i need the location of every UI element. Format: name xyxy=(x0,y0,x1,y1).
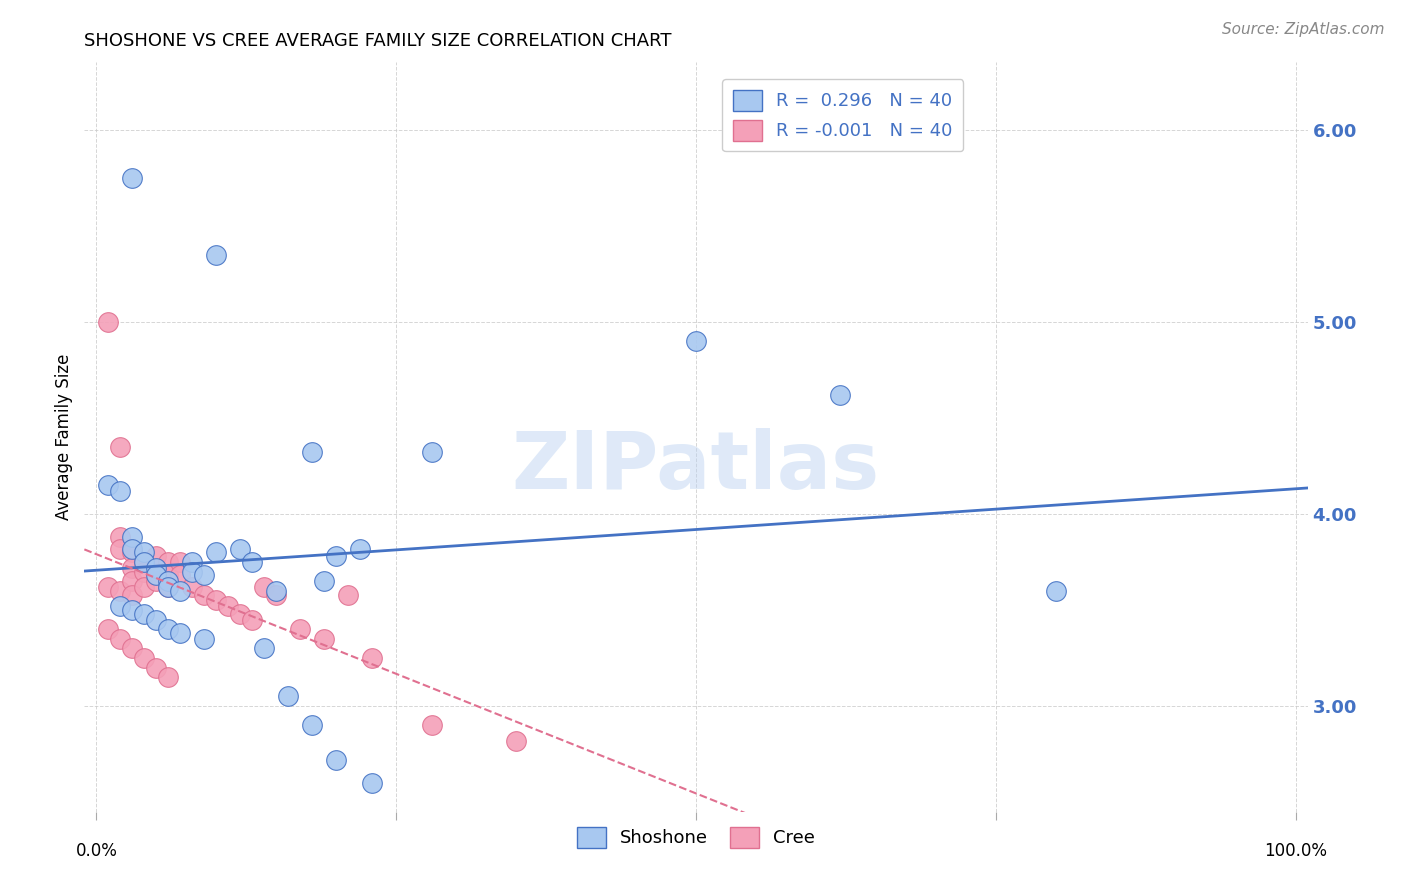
Point xyxy=(169,583,191,598)
Point xyxy=(157,574,180,589)
Text: 0.0%: 0.0% xyxy=(76,842,117,860)
Point xyxy=(121,170,143,185)
Point xyxy=(169,626,191,640)
Point xyxy=(97,580,120,594)
Point xyxy=(110,483,132,498)
Point xyxy=(277,690,299,704)
Point xyxy=(110,632,132,646)
Point xyxy=(110,541,132,556)
Point xyxy=(181,555,204,569)
Point xyxy=(314,632,336,646)
Point xyxy=(253,580,276,594)
Point xyxy=(685,334,707,348)
Point xyxy=(169,568,191,582)
Point xyxy=(145,613,167,627)
Point xyxy=(157,580,180,594)
Point xyxy=(145,560,167,574)
Point xyxy=(145,568,167,582)
Point xyxy=(121,530,143,544)
Point xyxy=(110,530,132,544)
Point xyxy=(145,660,167,674)
Point xyxy=(193,632,215,646)
Point xyxy=(205,247,228,261)
Point xyxy=(181,580,204,594)
Point xyxy=(253,641,276,656)
Point xyxy=(337,588,360,602)
Point xyxy=(121,545,143,559)
Point xyxy=(420,445,443,459)
Point xyxy=(134,545,156,559)
Point xyxy=(240,613,263,627)
Point xyxy=(325,753,347,767)
Point xyxy=(1045,583,1067,598)
Point xyxy=(229,541,252,556)
Point xyxy=(361,651,384,665)
Point xyxy=(134,565,156,579)
Point xyxy=(134,580,156,594)
Point xyxy=(134,651,156,665)
Point xyxy=(134,555,156,569)
Point xyxy=(264,583,287,598)
Point xyxy=(134,607,156,621)
Point xyxy=(157,555,180,569)
Point xyxy=(157,670,180,684)
Point xyxy=(145,549,167,564)
Point xyxy=(193,588,215,602)
Point xyxy=(361,776,384,790)
Point xyxy=(157,622,180,636)
Point xyxy=(217,599,239,614)
Point xyxy=(301,718,323,732)
Point xyxy=(290,622,312,636)
Point xyxy=(301,445,323,459)
Point xyxy=(325,549,347,564)
Point xyxy=(97,622,120,636)
Point xyxy=(349,541,371,556)
Point xyxy=(420,718,443,732)
Point xyxy=(229,607,252,621)
Point xyxy=(314,574,336,589)
Point xyxy=(145,574,167,589)
Point xyxy=(828,388,851,402)
Point xyxy=(110,440,132,454)
Y-axis label: Average Family Size: Average Family Size xyxy=(55,354,73,520)
Point xyxy=(121,588,143,602)
Point xyxy=(121,560,143,574)
Point xyxy=(97,478,120,492)
Point xyxy=(97,315,120,329)
Point xyxy=(121,603,143,617)
Point xyxy=(505,733,527,747)
Point xyxy=(121,574,143,589)
Text: Source: ZipAtlas.com: Source: ZipAtlas.com xyxy=(1222,22,1385,37)
Point xyxy=(110,583,132,598)
Text: SHOSHONE VS CREE AVERAGE FAMILY SIZE CORRELATION CHART: SHOSHONE VS CREE AVERAGE FAMILY SIZE COR… xyxy=(84,32,672,50)
Point xyxy=(110,599,132,614)
Text: 100.0%: 100.0% xyxy=(1264,842,1327,860)
Legend: Shoshone, Cree: Shoshone, Cree xyxy=(569,820,823,855)
Text: ZIPatlas: ZIPatlas xyxy=(512,428,880,506)
Point xyxy=(134,555,156,569)
Point xyxy=(157,580,180,594)
Point xyxy=(181,565,204,579)
Point xyxy=(157,568,180,582)
Point xyxy=(193,568,215,582)
Point xyxy=(205,545,228,559)
Point xyxy=(121,541,143,556)
Point xyxy=(205,593,228,607)
Point xyxy=(169,555,191,569)
Point xyxy=(264,588,287,602)
Point xyxy=(240,555,263,569)
Point xyxy=(121,641,143,656)
